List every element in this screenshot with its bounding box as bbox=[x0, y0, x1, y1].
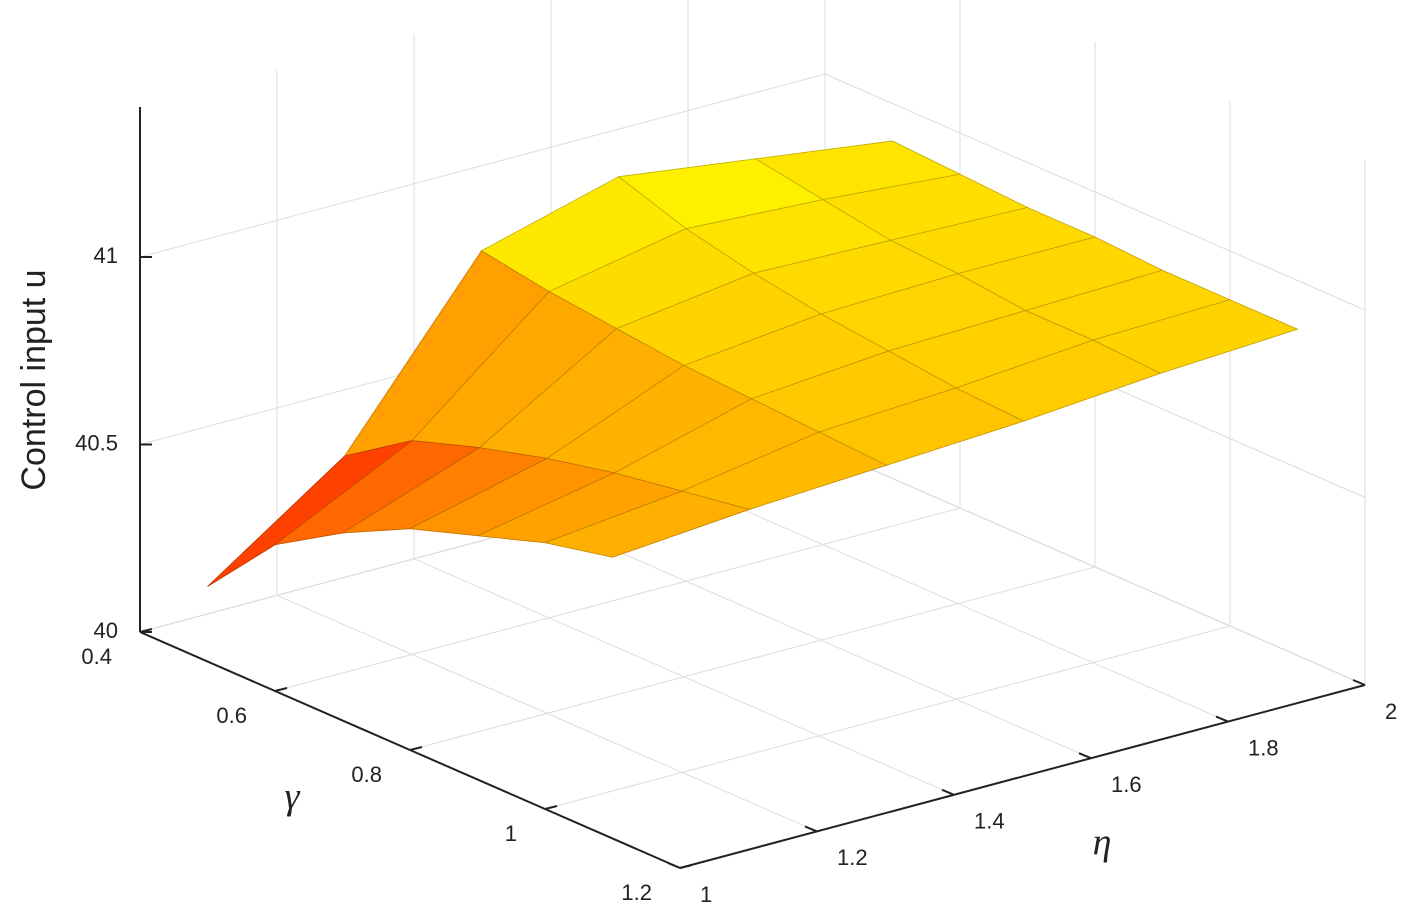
grid-line bbox=[824, 448, 1366, 686]
grid-line bbox=[409, 566, 1096, 751]
z-tick-label: 41 bbox=[94, 243, 118, 268]
y-tick-label: 1.4 bbox=[974, 809, 1005, 834]
grid-line bbox=[550, 521, 1092, 759]
x-tick-label: 0.8 bbox=[351, 762, 382, 787]
y-tick-label: 1.2 bbox=[837, 845, 868, 870]
tick-mark bbox=[667, 862, 681, 869]
tick-mark bbox=[1352, 679, 1366, 686]
tick-mark bbox=[804, 825, 818, 833]
x-tick-label: 0.6 bbox=[216, 703, 247, 728]
tick-mark bbox=[274, 687, 288, 692]
x-axis-label: γ bbox=[285, 776, 301, 818]
tick-mark bbox=[409, 746, 423, 751]
y-tick-label: 1.6 bbox=[1111, 772, 1142, 797]
z-axis-label: Control input u bbox=[15, 269, 53, 490]
y-tick-label: 2 bbox=[1385, 699, 1397, 724]
grid-line bbox=[824, 73, 1366, 311]
x-tick-label: 1.2 bbox=[621, 880, 652, 905]
y-axis bbox=[679, 684, 1366, 869]
tick-mark bbox=[941, 788, 955, 796]
grid-line bbox=[413, 558, 955, 796]
y-axis-label: η bbox=[1093, 822, 1112, 864]
grid-line bbox=[274, 507, 961, 692]
y-tick-label: 1.8 bbox=[1248, 735, 1279, 760]
x-tick-label: 0.4 bbox=[81, 644, 112, 669]
z-tick-label: 40.5 bbox=[75, 430, 118, 455]
tick-mark bbox=[1215, 715, 1229, 723]
grid-line bbox=[544, 625, 1231, 810]
tick-mark bbox=[1078, 752, 1092, 760]
y-tick-label: 1 bbox=[700, 882, 712, 907]
grid-line bbox=[139, 73, 826, 258]
tick-mark bbox=[679, 864, 693, 869]
grid-line bbox=[276, 594, 818, 832]
grid-line bbox=[687, 485, 1229, 723]
x-tick-label: 1 bbox=[505, 821, 517, 846]
tick-mark bbox=[544, 805, 558, 810]
surface-patch bbox=[543, 490, 751, 558]
z-tick-label: 40 bbox=[94, 618, 118, 643]
